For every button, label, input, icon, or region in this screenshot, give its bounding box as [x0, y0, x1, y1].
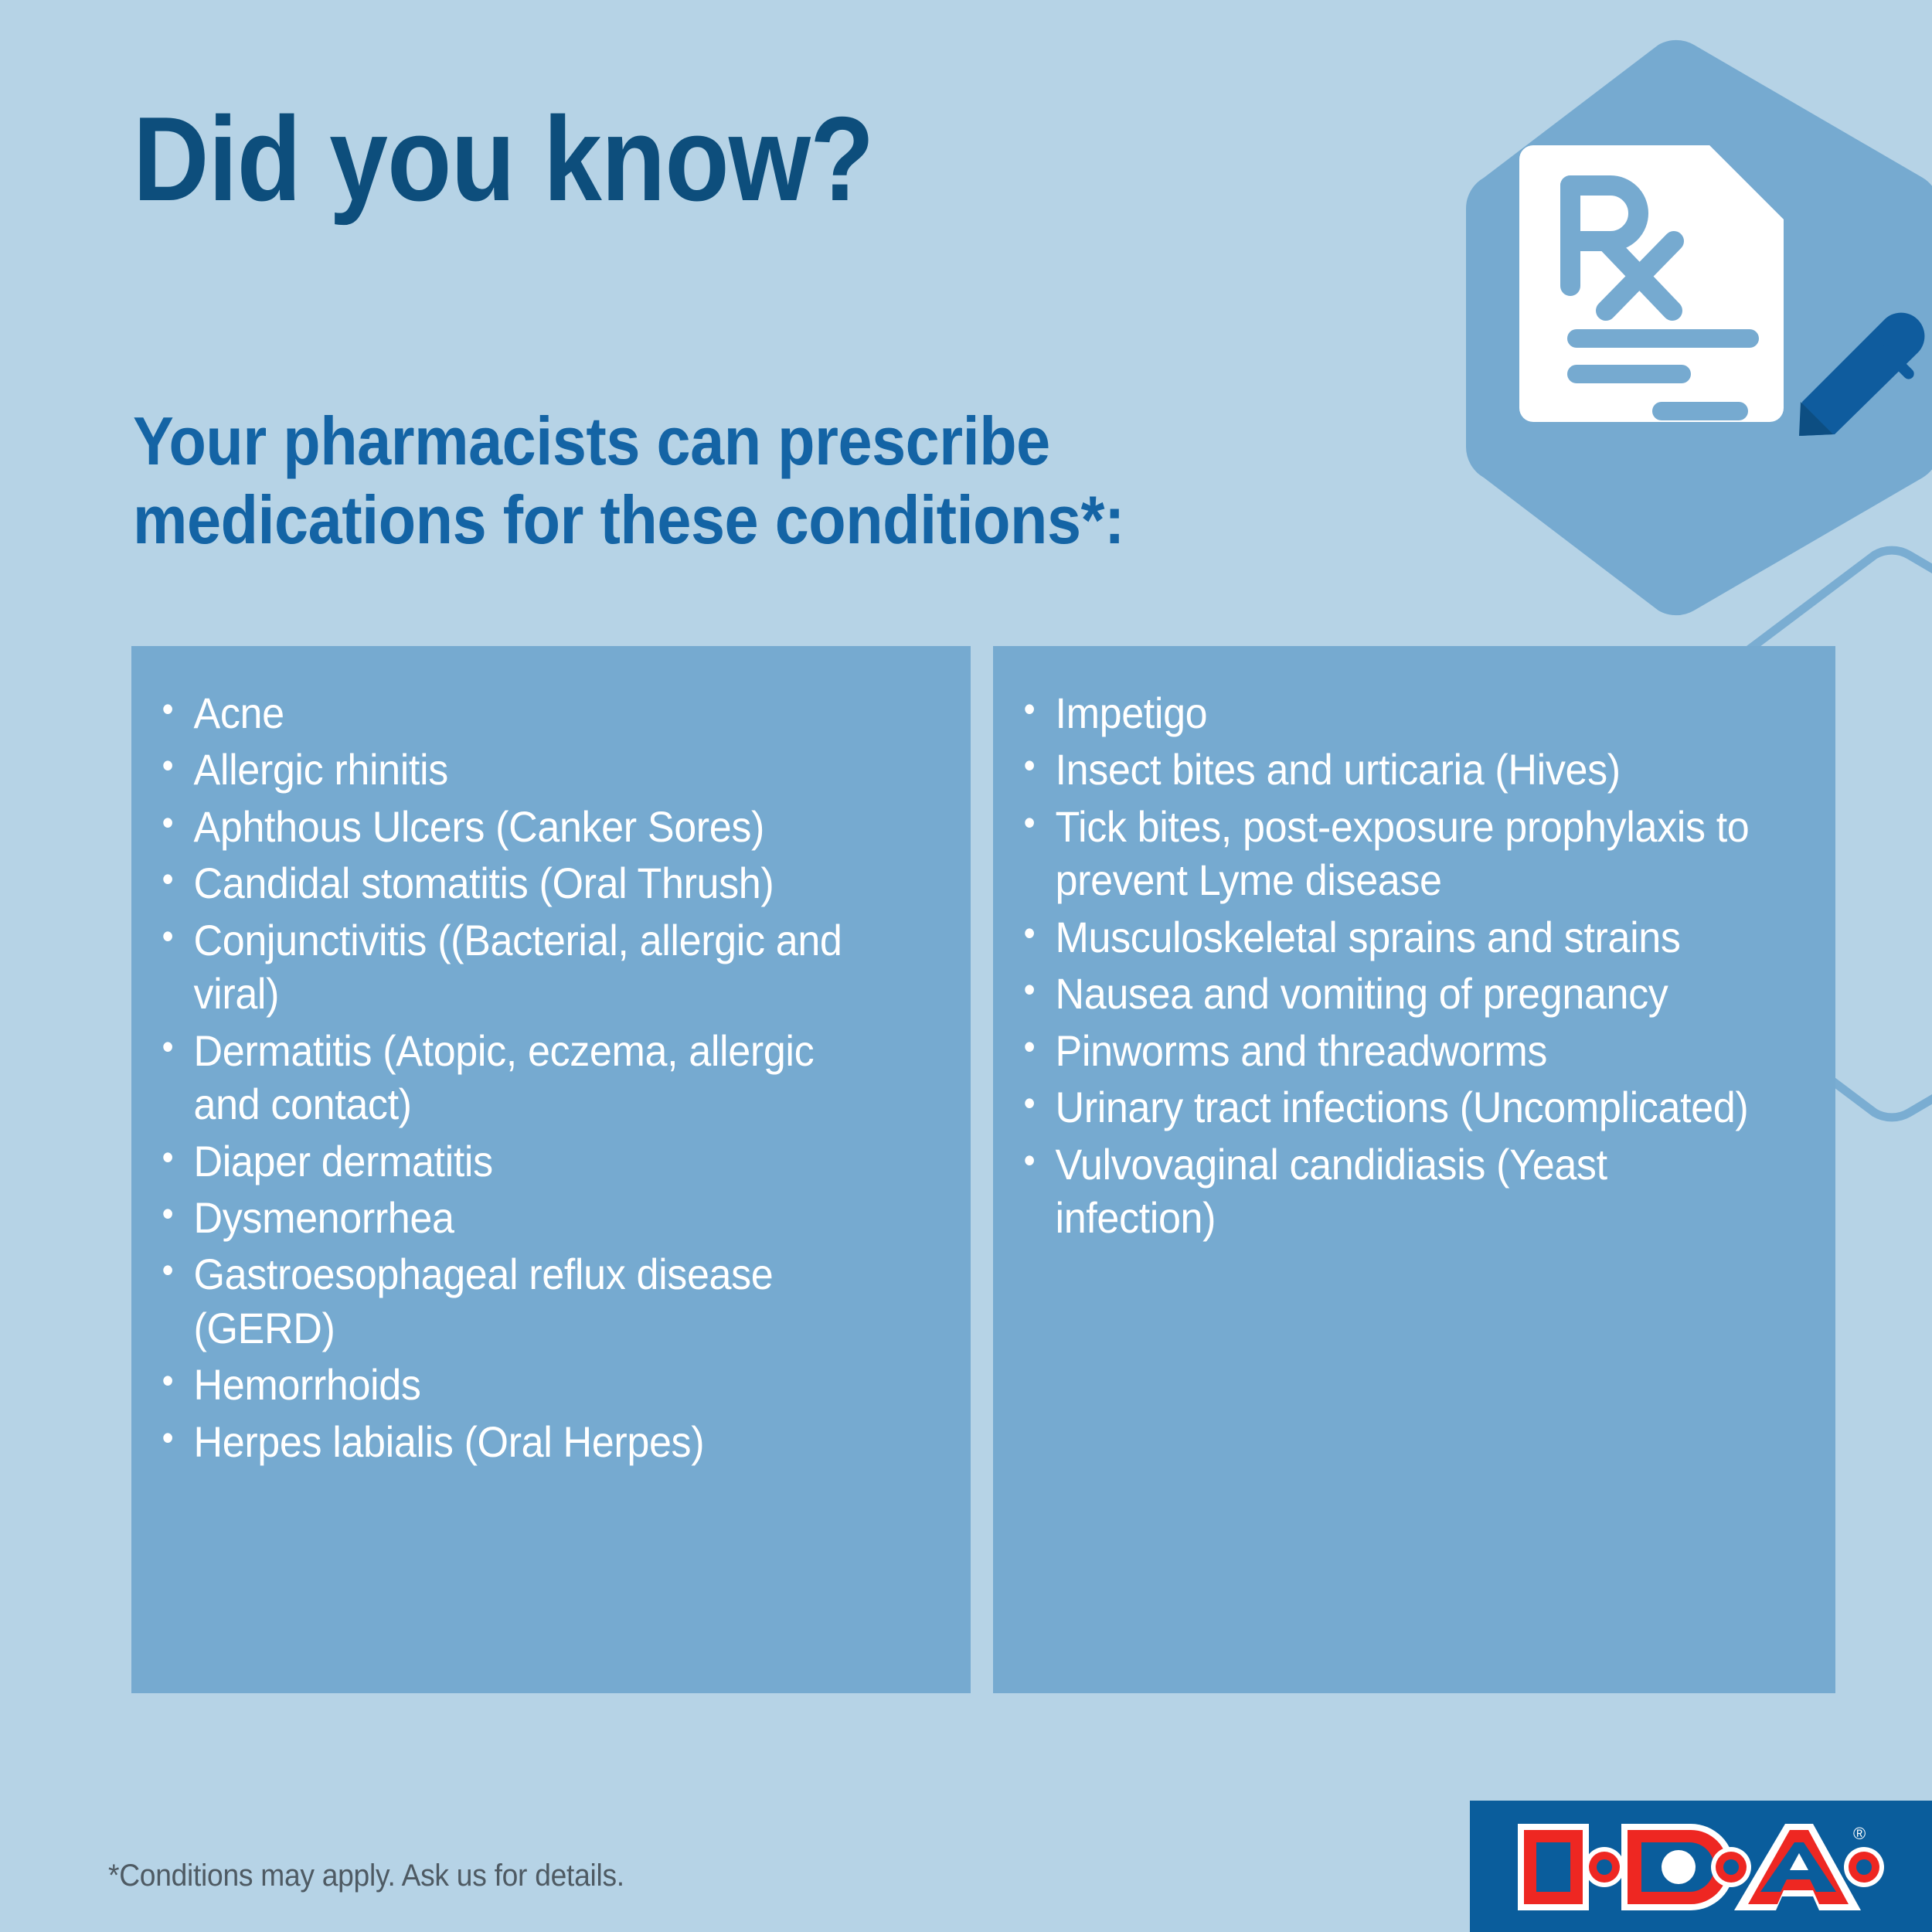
- condition-list-item: Insect bites and urticaria (Hives): [1019, 741, 1753, 796]
- condition-list-item: Diaper dermatitis: [158, 1132, 889, 1188]
- condition-list-item: Dysmenorrhea: [158, 1189, 889, 1244]
- ida-letter-d: [1621, 1824, 1734, 1910]
- condition-list-item: Vulvovaginal candidiasis (Yeast infectio…: [1019, 1136, 1753, 1245]
- ida-dot-1: [1584, 1847, 1624, 1887]
- condition-list-item: Impetigo: [1019, 685, 1753, 740]
- conditions-panel-left: AcneAllergic rhinitisAphthous Ulcers (Ca…: [131, 646, 971, 1693]
- condition-list-item: Nausea and vomiting of pregnancy: [1019, 965, 1753, 1020]
- registered-trademark-mark: ®: [1853, 1824, 1866, 1843]
- pencil-body-shape: [1799, 312, 1925, 436]
- ida-dot-3: [1844, 1847, 1884, 1887]
- rx-prescription-icon: [1519, 145, 1784, 422]
- condition-list-item: Pinworms and threadworms: [1019, 1022, 1753, 1077]
- condition-list-item: Conjunctivitis ((Bacterial, allergic and…: [158, 912, 889, 1021]
- prescription-text-lines: [1567, 329, 1759, 420]
- page-subtitle: Your pharmacists can prescribe medicatio…: [133, 403, 1124, 559]
- ida-logo-box: ®: [1470, 1801, 1932, 1932]
- condition-list-item: Dermatitis (Atopic, eczema, allergic and…: [158, 1022, 889, 1131]
- conditions-list-right: ImpetigoInsect bites and urticaria (Hive…: [1019, 685, 1809, 1245]
- ida-letter-i: [1518, 1824, 1589, 1910]
- condition-list-item: Candidal stomatitis (Oral Thrush): [158, 855, 889, 910]
- conditions-panel-right: ImpetigoInsect bites and urticaria (Hive…: [993, 646, 1835, 1693]
- ida-logo-mark: ®: [1518, 1824, 1884, 1910]
- condition-list-item: Acne: [158, 685, 889, 740]
- condition-list-item: Urinary tract infections (Uncomplicated): [1019, 1079, 1753, 1134]
- footnote-text: *Conditions may apply. Ask us for detail…: [108, 1859, 624, 1893]
- condition-list-item: Allergic rhinitis: [158, 741, 889, 796]
- ida-dot-2: [1711, 1847, 1751, 1887]
- condition-list-item: Herpes labialis (Oral Herpes): [158, 1413, 889, 1468]
- page-title: Did you know?: [133, 92, 874, 226]
- condition-list-item: Gastroesophageal reflux disease (GERD): [158, 1246, 889, 1355]
- ida-letter-a: [1734, 1824, 1861, 1910]
- rx-symbol-glyph: [1560, 175, 1684, 321]
- conditions-list-left: AcneAllergic rhinitisAphthous Ulcers (Ca…: [158, 685, 944, 1468]
- condition-list-item: Aphthous Ulcers (Canker Sores): [158, 798, 889, 853]
- condition-list-item: Musculoskeletal sprains and strains: [1019, 909, 1753, 964]
- condition-list-item: Hemorrhoids: [158, 1356, 889, 1411]
- condition-list-item: Tick bites, post-exposure prophylaxis to…: [1019, 798, 1753, 907]
- pencil-icon: [1799, 312, 1925, 436]
